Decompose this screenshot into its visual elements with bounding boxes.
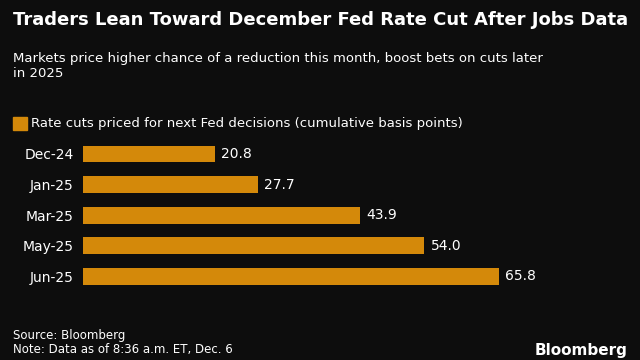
Text: Bloomberg: Bloomberg <box>534 343 627 358</box>
Text: 20.8: 20.8 <box>221 147 252 161</box>
Text: Note: Data as of 8:36 a.m. ET, Dec. 6: Note: Data as of 8:36 a.m. ET, Dec. 6 <box>13 343 232 356</box>
Text: 27.7: 27.7 <box>264 177 295 192</box>
Text: 54.0: 54.0 <box>431 239 461 253</box>
Text: 65.8: 65.8 <box>505 269 536 283</box>
Text: Source: Bloomberg: Source: Bloomberg <box>13 329 125 342</box>
Bar <box>83 145 214 162</box>
Text: 43.9: 43.9 <box>367 208 397 222</box>
Bar <box>83 268 499 285</box>
Text: Rate cuts priced for next Fed decisions (cumulative basis points): Rate cuts priced for next Fed decisions … <box>31 117 463 130</box>
Text: Traders Lean Toward December Fed Rate Cut After Jobs Data: Traders Lean Toward December Fed Rate Cu… <box>13 11 628 29</box>
Text: Markets price higher chance of a reduction this month, boost bets on cuts later
: Markets price higher chance of a reducti… <box>13 52 543 80</box>
Bar <box>83 207 360 224</box>
Bar <box>83 237 424 254</box>
Bar <box>83 176 258 193</box>
